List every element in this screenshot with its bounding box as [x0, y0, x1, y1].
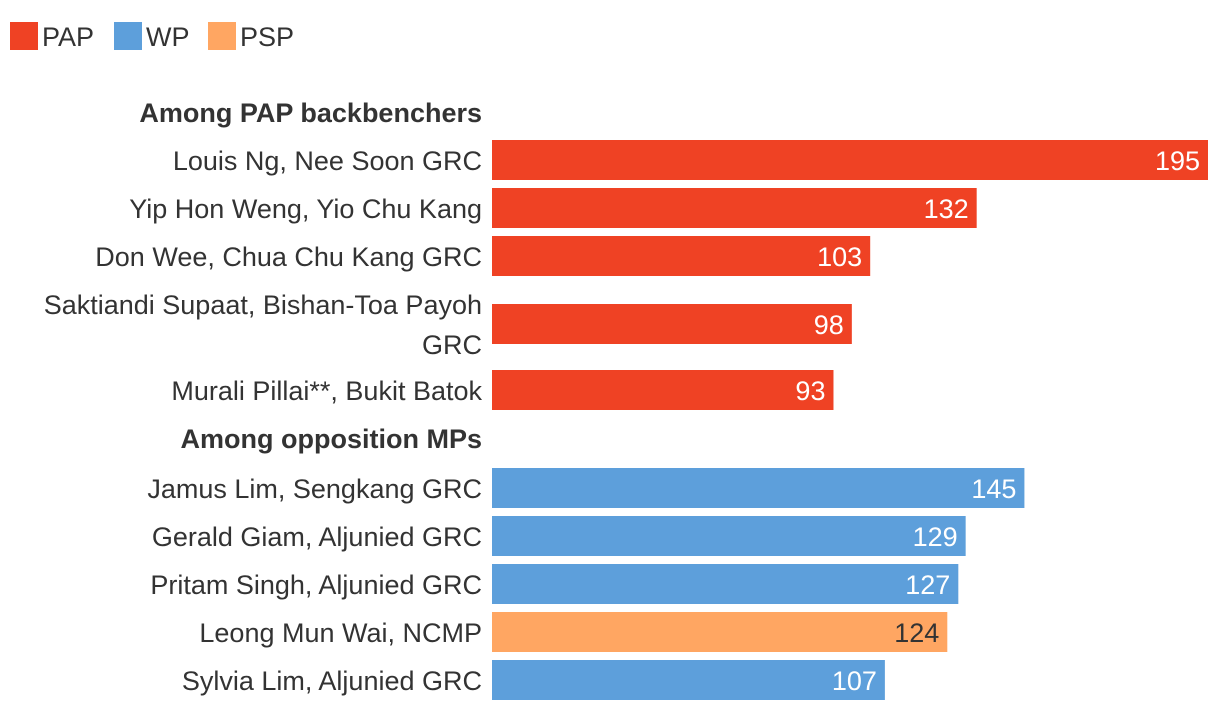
- bar-psp: [492, 612, 948, 652]
- legend-swatch-psp: [208, 22, 236, 50]
- data-label: 132: [924, 194, 969, 224]
- data-label: 127: [905, 570, 950, 600]
- data-label: 93: [795, 376, 825, 406]
- bar-pap: [492, 236, 871, 276]
- legend-swatch-pap: [10, 22, 38, 50]
- category-label: Gerald Giam, Aljunied GRC: [152, 522, 482, 552]
- data-label: 107: [832, 666, 877, 696]
- data-label: 124: [894, 618, 939, 648]
- legend-label-pap: PAP: [42, 22, 94, 52]
- category-label: Pritam Singh, Aljunied GRC: [150, 570, 482, 600]
- category-label: Leong Mun Wai, NCMP: [199, 618, 482, 648]
- category-label: Sylvia Lim, Aljunied GRC: [182, 666, 482, 696]
- category-label: Jamus Lim, Sengkang GRC: [147, 474, 482, 504]
- category-label: Murali Pillai**, Bukit Batok: [171, 376, 482, 406]
- category-label: Don Wee, Chua Chu Kang GRC: [95, 242, 482, 272]
- data-label: 195: [1155, 146, 1200, 176]
- bar-wp: [492, 660, 885, 700]
- bar-wp: [492, 564, 959, 604]
- data-label: 145: [971, 474, 1016, 504]
- legend-label-psp: PSP: [240, 22, 294, 52]
- legend-swatch-wp: [114, 22, 142, 50]
- legend-label-wp: WP: [146, 22, 190, 52]
- category-label: Saktiandi Supaat, Bishan-Toa Payoh GRC: [44, 290, 482, 360]
- bar-wp: [492, 516, 966, 556]
- category-label: Louis Ng, Nee Soon GRC: [173, 146, 482, 176]
- bar-pap: [492, 140, 1208, 180]
- group-title: Among PAP backbenchers: [139, 98, 482, 128]
- bar-pap: [492, 304, 852, 344]
- data-label: 98: [814, 310, 844, 340]
- bar-wp: [492, 468, 1025, 508]
- category-label: Yip Hon Weng, Yio Chu Kang: [129, 194, 482, 224]
- bar-pap: [492, 188, 977, 228]
- data-label: 103: [817, 242, 862, 272]
- bar-pap: [492, 370, 834, 410]
- group-title: Among opposition MPs: [181, 424, 482, 454]
- data-label: 129: [913, 522, 958, 552]
